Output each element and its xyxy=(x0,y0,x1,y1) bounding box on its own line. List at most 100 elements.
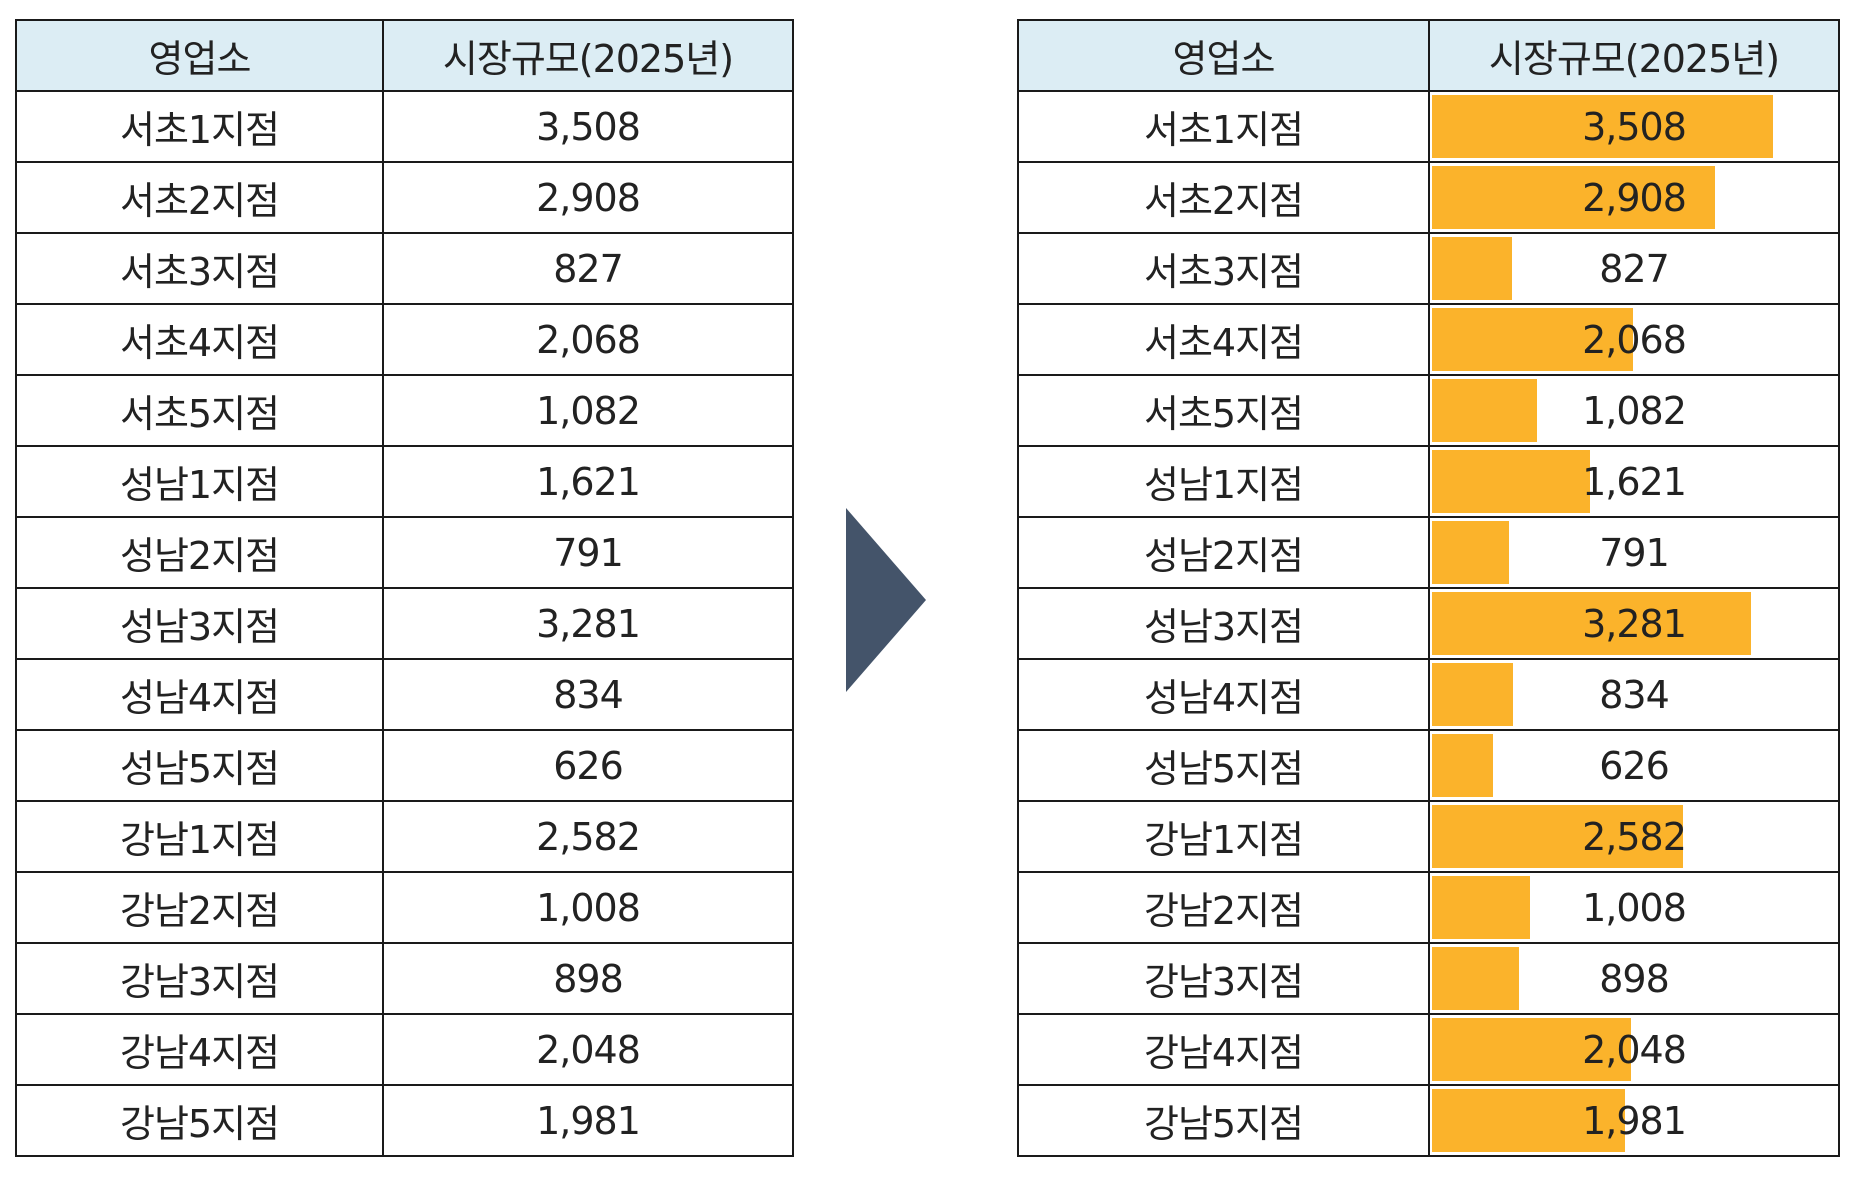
office-cell: 서초5지점 xyxy=(1017,374,1430,447)
table-row: 강남2지점 1,008 xyxy=(15,871,794,944)
market-size-value: 3,508 xyxy=(1582,104,1687,149)
office-cell: 서초1지점 xyxy=(15,90,384,163)
chevron-right-icon xyxy=(846,508,926,692)
market-size-bar-cell: 2,582 xyxy=(1428,800,1840,873)
office-cell: 서초4지점 xyxy=(1017,303,1430,376)
table-row: 강남1지점 2,582 xyxy=(15,800,794,873)
header-office: 영업소 xyxy=(15,19,384,92)
table-row: 성남5지점 626 xyxy=(15,729,794,802)
market-size-cell: 791 xyxy=(382,516,794,589)
table-row: 서초2지점 2,908 xyxy=(15,161,794,234)
table-row: 강남3지점 898 xyxy=(15,942,794,1015)
market-size-cell: 1,082 xyxy=(382,374,794,447)
table-row: 성남3지점 3,281 xyxy=(1017,587,1840,660)
header-market-size: 시장규모(2025년) xyxy=(382,19,794,92)
data-bar xyxy=(1432,592,1751,655)
table-row: 성남2지점 791 xyxy=(1017,516,1840,589)
market-size-cell: 834 xyxy=(382,658,794,731)
data-bar xyxy=(1432,805,1683,868)
market-size-value: 791 xyxy=(1599,530,1670,575)
market-size-value: 898 xyxy=(1599,956,1670,1001)
market-size-value: 3,281 xyxy=(1582,601,1687,646)
data-bar xyxy=(1432,308,1633,371)
office-cell: 서초4지점 xyxy=(15,303,384,376)
market-size-value: 1,008 xyxy=(1582,885,1687,930)
plain-data-table: 영업소 시장규모(2025년) 서초1지점 3,508 서초2지점 2,908 서초3지… xyxy=(15,19,794,1157)
market-size-bar-cell: 827 xyxy=(1428,232,1840,305)
market-size-bar-cell: 2,068 xyxy=(1428,303,1840,376)
market-size-bar-cell: 1,981 xyxy=(1428,1084,1840,1157)
table-row: 성남4지점 834 xyxy=(1017,658,1840,731)
office-cell: 서초2지점 xyxy=(1017,161,1430,234)
market-size-cell: 1,981 xyxy=(382,1084,794,1157)
data-bar xyxy=(1432,379,1537,442)
table-row: 강남2지점 1,008 xyxy=(1017,871,1840,944)
market-size-cell: 2,068 xyxy=(382,303,794,376)
office-cell: 강남2지점 xyxy=(15,871,384,944)
market-size-value: 834 xyxy=(1599,672,1670,717)
table-row: 서초4지점 2,068 xyxy=(1017,303,1840,376)
market-size-cell: 626 xyxy=(382,729,794,802)
table-row: 서초4지점 2,068 xyxy=(15,303,794,376)
table-row: 성남4지점 834 xyxy=(15,658,794,731)
office-cell: 성남1지점 xyxy=(1017,445,1430,518)
office-cell: 성남4지점 xyxy=(1017,658,1430,731)
office-cell: 성남5지점 xyxy=(15,729,384,802)
office-cell: 강남4지점 xyxy=(15,1013,384,1086)
table-row: 서초1지점 3,508 xyxy=(15,90,794,163)
market-size-bar-cell: 898 xyxy=(1428,942,1840,1015)
market-size-value: 2,068 xyxy=(1582,317,1687,362)
data-bar xyxy=(1432,95,1773,158)
table-row: 서초3지점 827 xyxy=(15,232,794,305)
market-size-cell: 827 xyxy=(382,232,794,305)
market-size-cell: 2,582 xyxy=(382,800,794,873)
office-cell: 서초5지점 xyxy=(15,374,384,447)
office-cell: 강남2지점 xyxy=(1017,871,1430,944)
market-size-value: 2,908 xyxy=(1582,175,1687,220)
office-cell: 서초1지점 xyxy=(1017,90,1430,163)
office-cell: 강남3지점 xyxy=(15,942,384,1015)
table-row: 강남3지점 898 xyxy=(1017,942,1840,1015)
data-bar xyxy=(1432,521,1509,584)
office-cell: 강남1지점 xyxy=(1017,800,1430,873)
table-body: 서초1지점 3,508 서초2지점 2,908 서초3지점 827 서초4지점 2,068 서초… xyxy=(15,90,794,1157)
table-row: 성남1지점 1,621 xyxy=(15,445,794,518)
market-size-bar-cell: 2,048 xyxy=(1428,1013,1840,1086)
market-size-cell: 2,048 xyxy=(382,1013,794,1086)
data-bar xyxy=(1432,1018,1631,1081)
market-size-bar-cell: 2,908 xyxy=(1428,161,1840,234)
market-size-bar-cell: 1,082 xyxy=(1428,374,1840,447)
office-cell: 성남3지점 xyxy=(15,587,384,660)
office-cell: 강남4지점 xyxy=(1017,1013,1430,1086)
market-size-value: 1,621 xyxy=(1582,459,1687,504)
bar-data-table: 영업소 시장규모(2025년) 서초1지점 3,508 서초2지점 2,908 서초3지… xyxy=(1017,19,1840,1157)
office-cell: 성남5지점 xyxy=(1017,729,1430,802)
table-row: 서초5지점 1,082 xyxy=(1017,374,1840,447)
office-cell: 강남1지점 xyxy=(15,800,384,873)
market-size-cell: 1,008 xyxy=(382,871,794,944)
table-row: 성남5지점 626 xyxy=(1017,729,1840,802)
data-bar xyxy=(1432,450,1590,513)
table-header-row: 영업소 시장규모(2025년) xyxy=(1017,19,1840,92)
market-size-bar-cell: 3,281 xyxy=(1428,587,1840,660)
data-bar xyxy=(1432,947,1519,1010)
office-cell: 강남5지점 xyxy=(1017,1084,1430,1157)
office-cell: 강남5지점 xyxy=(15,1084,384,1157)
office-cell: 서초3지점 xyxy=(1017,232,1430,305)
table-row: 성남1지점 1,621 xyxy=(1017,445,1840,518)
table-row: 서초3지점 827 xyxy=(1017,232,1840,305)
office-cell: 서초3지점 xyxy=(15,232,384,305)
market-size-value: 1,082 xyxy=(1582,388,1687,433)
office-cell: 강남3지점 xyxy=(1017,942,1430,1015)
market-size-cell: 1,621 xyxy=(382,445,794,518)
table-row: 서초5지점 1,082 xyxy=(15,374,794,447)
office-cell: 서초2지점 xyxy=(15,161,384,234)
table-row: 강남4지점 2,048 xyxy=(15,1013,794,1086)
header-office: 영업소 xyxy=(1017,19,1430,92)
data-bar xyxy=(1432,876,1530,939)
table-row: 서초2지점 2,908 xyxy=(1017,161,1840,234)
market-size-value: 1,981 xyxy=(1582,1098,1687,1143)
market-size-value: 2,582 xyxy=(1582,814,1687,859)
data-bar xyxy=(1432,237,1512,300)
market-size-bar-cell: 1,621 xyxy=(1428,445,1840,518)
